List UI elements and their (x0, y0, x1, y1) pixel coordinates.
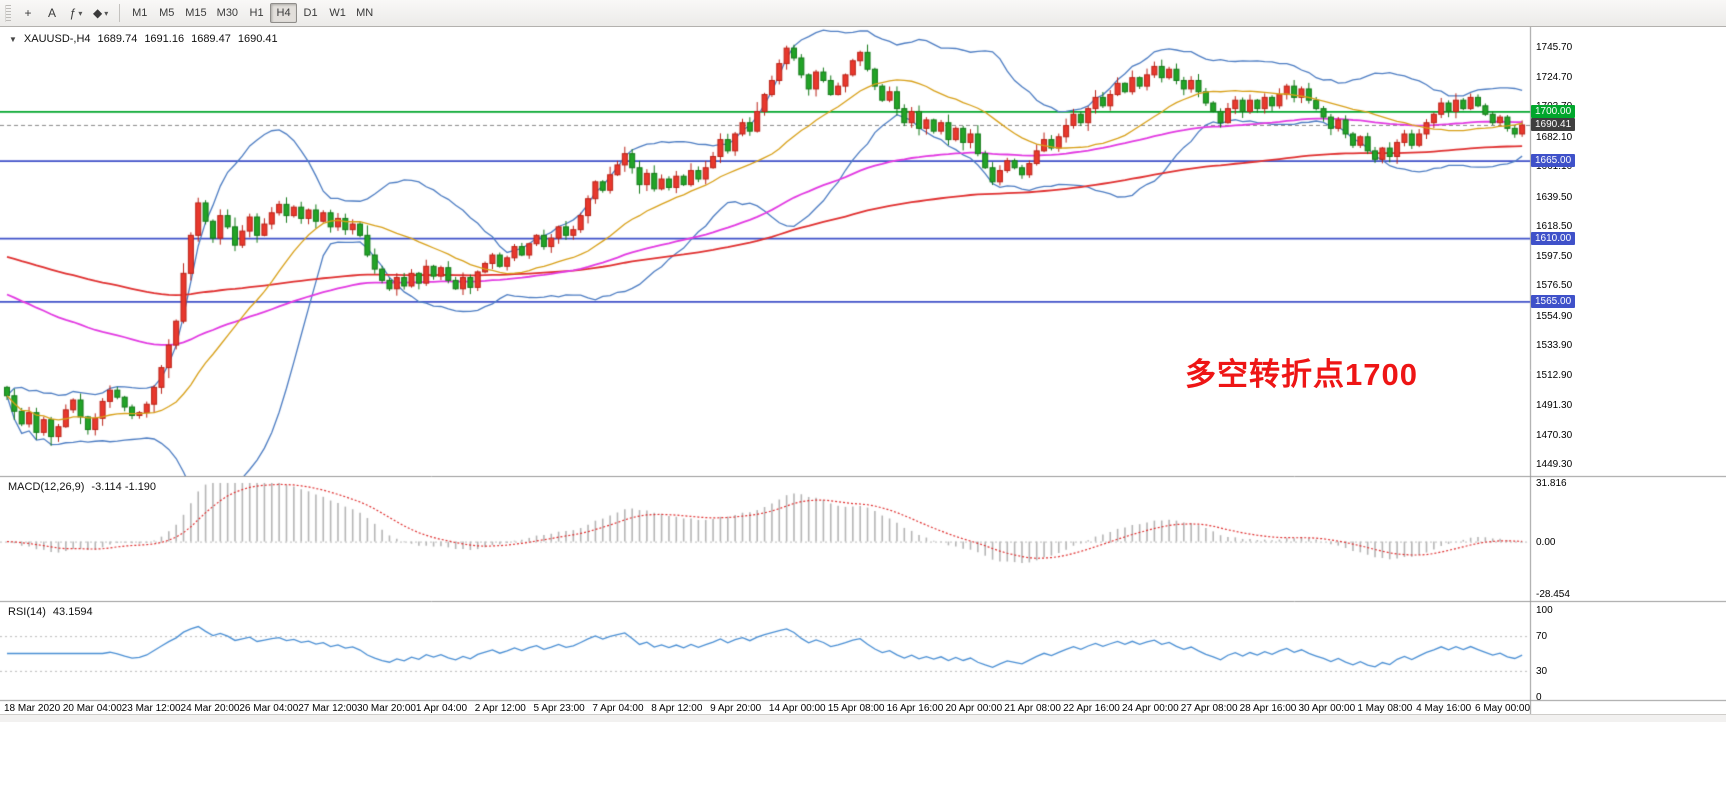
timeframe-m5-button[interactable]: M5 (153, 3, 180, 23)
price-axis-label: 1470.30 (1536, 429, 1573, 441)
price-level-badge-1700.00: 1700.00 (1531, 104, 1576, 118)
timeframe-d1-button[interactable]: D1 (297, 3, 324, 23)
high-value: 1691.16 (144, 33, 185, 45)
macd-axis-label: 0.00 (1536, 536, 1556, 548)
timeframe-h4-button[interactable]: H4 (270, 3, 298, 23)
price-level-badge-1565.00: 1565.00 (1531, 294, 1576, 308)
toolbar-drag-handle[interactable] (5, 4, 11, 22)
symbol-timeframe-label: XAUUSD-,H4 (23, 33, 91, 45)
time-axis-label: 20 Mar 04:00 (62, 703, 122, 714)
rsi-label: RSI(14) 43.1594 (8, 606, 93, 618)
price-axis-label: 1724.70 (1536, 71, 1573, 83)
indicators-list-button[interactable]: ƒ ▾ (64, 3, 88, 23)
time-axis-label: 21 Apr 08:00 (1004, 703, 1061, 714)
close-value: 1690.41 (237, 33, 278, 45)
time-axis-label: 28 Apr 16:00 (1239, 703, 1297, 714)
time-axis-label: 22 Apr 16:00 (1063, 703, 1120, 714)
time-axis-label: 30 Mar 20:00 (357, 703, 416, 714)
chevron-down-icon: ▾ (78, 8, 83, 18)
rsi-axis-label: 30 (1536, 665, 1548, 677)
price-axis-label: 1682.10 (1536, 131, 1573, 143)
ohlc-info-line: ▼ XAUUSD-,H4 1689.74 1691.16 1689.47 169… (9, 33, 278, 45)
time-axis-label: 30 Apr 00:00 (1298, 703, 1356, 714)
timeframe-m30-button[interactable]: M30 (212, 3, 243, 23)
price-axis-label: 1491.30 (1536, 400, 1573, 412)
timeframe-m1-button[interactable]: M1 (126, 3, 153, 23)
templates-button[interactable]: ◆ ▾ (88, 3, 113, 23)
open-value: 1689.74 (97, 33, 138, 45)
time-axis-label: 7 Apr 04:00 (592, 703, 644, 714)
crosshair-icon: + (24, 6, 32, 20)
macd-name: MACD(12,26,9) (8, 481, 85, 493)
price-level-badge-1665.00: 1665.00 (1531, 154, 1576, 168)
chart-canvas[interactable] (0, 27, 1726, 714)
macd-values: -3.114 -1.190 (91, 481, 157, 493)
text-label-icon: A (47, 6, 56, 20)
price-axis-label: 1576.50 (1536, 280, 1573, 292)
price-axis-label: 1745.70 (1536, 42, 1573, 54)
timeframe-buttons: M1 M5 M15 M30 H1 H4 D1 W1 MN (126, 3, 378, 23)
timeframe-w1-button[interactable]: W1 (324, 3, 351, 23)
price-level-badge-1610.00: 1610.00 (1531, 231, 1576, 245)
time-axis-label: 27 Mar 12:00 (298, 703, 358, 714)
time-axis-label: 1 Apr 04:00 (415, 703, 468, 714)
timeframe-h1-button[interactable]: H1 (243, 3, 270, 23)
symbol-marker-icon: ▼ (9, 34, 17, 44)
time-axis-label: 1 May 08:00 (1357, 703, 1413, 714)
time-axis-label: 20 Apr 00:00 (945, 703, 1003, 714)
macd-axis-label: -28.454 (1536, 589, 1570, 600)
templates-icon: ◆ (93, 6, 103, 20)
price-axis-label: 1533.90 (1536, 340, 1573, 352)
rsi-value: 43.1594 (52, 606, 93, 618)
timeframe-m15-button[interactable]: M15 (180, 3, 211, 23)
time-axis-label: 18 Mar 2020 (4, 703, 61, 714)
time-axis-label: 2 Apr 12:00 (474, 703, 526, 714)
price-axis-label: 1449.30 (1536, 459, 1573, 471)
indicators-list-icon: ƒ (69, 6, 77, 20)
time-axis-label: 6 May 00:00 (1475, 703, 1531, 714)
time-axis-label: 16 Apr 16:00 (886, 703, 944, 714)
annotation-text: 多空转折点1700 (1185, 357, 1418, 392)
horizontal-scrollbar[interactable] (0, 714, 1726, 722)
time-axis-label: 26 Mar 04:00 (239, 703, 299, 714)
macd-label: MACD(12,26,9) -3.114 -1.190 (8, 481, 156, 493)
chart-area: ▼ XAUUSD-,H4 1689.74 1691.16 1689.47 169… (0, 27, 1726, 714)
low-value: 1689.47 (191, 33, 231, 45)
rsi-axis-label: 0 (1536, 692, 1542, 703)
chevron-down-icon: ▾ (104, 8, 109, 18)
time-axis-label: 4 May 16:00 (1416, 703, 1472, 714)
current-price-badge: 1690.41 (1531, 118, 1576, 132)
time-axis-label: 24 Apr 00:00 (1121, 703, 1179, 714)
timeframe-mn-button[interactable]: MN (351, 3, 378, 23)
time-axis-label: 23 Mar 12:00 (121, 703, 181, 714)
price-axis-label: 1554.90 (1536, 310, 1573, 322)
text-label-button[interactable]: A (40, 3, 64, 23)
toolbar-separator (119, 4, 121, 22)
time-axis-label: 5 Apr 23:00 (533, 703, 585, 714)
price-axis-label: 1618.50 (1536, 221, 1573, 233)
time-axis-label: 9 Apr 20:00 (710, 703, 762, 714)
time-axis-label: 27 Apr 08:00 (1180, 703, 1238, 714)
time-axis-label: 24 Mar 20:00 (180, 703, 240, 714)
rsi-axis-label: 100 (1536, 605, 1553, 616)
price-axis-label: 1597.50 (1536, 250, 1573, 262)
time-axis-label: 14 Apr 00:00 (768, 703, 826, 714)
rsi-axis-label: 70 (1536, 631, 1548, 643)
price-axis-label: 1512.90 (1536, 369, 1573, 381)
time-axis-label: 8 Apr 12:00 (651, 703, 703, 714)
rsi-name: RSI(14) (8, 606, 46, 618)
time-axis-label: 15 Apr 08:00 (827, 703, 885, 714)
macd-axis-label: 31.816 (1536, 478, 1567, 489)
crosshair-button[interactable]: + (16, 3, 40, 23)
price-axis-label: 1639.50 (1536, 191, 1573, 203)
